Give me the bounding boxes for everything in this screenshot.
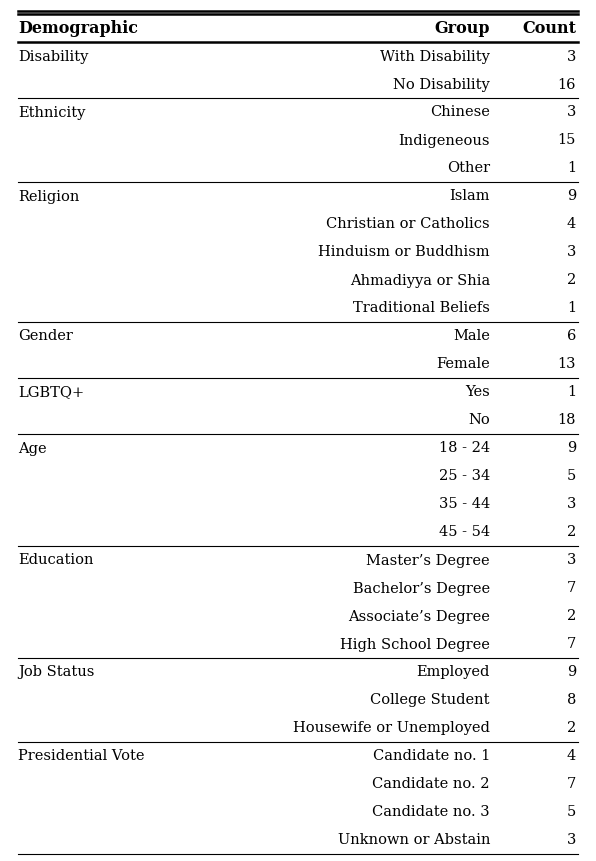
Text: Unknown or Abstain: Unknown or Abstain (337, 833, 490, 846)
Text: High School Degree: High School Degree (340, 637, 490, 651)
Text: 5: 5 (567, 469, 576, 483)
Text: Presidential Vote: Presidential Vote (18, 748, 144, 763)
Text: 4: 4 (567, 217, 576, 232)
Text: 1: 1 (567, 385, 576, 399)
Text: 3: 3 (567, 49, 576, 64)
Text: Demographic: Demographic (18, 20, 138, 37)
Text: Male: Male (453, 329, 490, 343)
Text: 3: 3 (567, 105, 576, 120)
Text: Christian or Catholics: Christian or Catholics (327, 217, 490, 232)
Text: 2: 2 (567, 273, 576, 288)
Text: Master’s Degree: Master’s Degree (367, 553, 490, 567)
Text: Religion: Religion (18, 189, 79, 203)
Text: 18: 18 (557, 413, 576, 427)
Text: With Disability: With Disability (380, 49, 490, 64)
Text: No Disability: No Disability (393, 77, 490, 91)
Text: Islam: Islam (449, 189, 490, 203)
Text: LGBTQ+: LGBTQ+ (18, 385, 84, 399)
Text: No: No (468, 413, 490, 427)
Text: Traditional Beliefs: Traditional Beliefs (353, 301, 490, 315)
Text: 7: 7 (567, 637, 576, 651)
Text: Job Status: Job Status (18, 665, 94, 678)
Text: 3: 3 (567, 553, 576, 567)
Text: 9: 9 (567, 189, 576, 203)
Text: 45 - 54: 45 - 54 (439, 525, 490, 539)
Text: 25 - 34: 25 - 34 (439, 469, 490, 483)
Text: 7: 7 (567, 581, 576, 595)
Text: 2: 2 (567, 609, 576, 623)
Text: Housewife or Unemployed: Housewife or Unemployed (293, 721, 490, 734)
Text: Candidate no. 2: Candidate no. 2 (372, 777, 490, 790)
Text: Group: Group (434, 20, 490, 37)
Text: 8: 8 (567, 693, 576, 707)
Text: Age: Age (18, 441, 46, 455)
Text: 6: 6 (567, 329, 576, 343)
Text: 2: 2 (567, 721, 576, 734)
Text: Count: Count (522, 20, 576, 37)
Text: 3: 3 (567, 245, 576, 259)
Text: Associate’s Degree: Associate’s Degree (348, 609, 490, 623)
Text: Disability: Disability (18, 49, 88, 64)
Text: 2: 2 (567, 525, 576, 539)
Text: 4: 4 (567, 748, 576, 763)
Text: 3: 3 (567, 497, 576, 511)
Text: Other: Other (447, 161, 490, 176)
Text: 35 - 44: 35 - 44 (439, 497, 490, 511)
Text: Indigeneous: Indigeneous (399, 133, 490, 147)
Text: 1: 1 (567, 161, 576, 176)
Text: 13: 13 (557, 357, 576, 371)
Text: Candidate no. 3: Candidate no. 3 (372, 804, 490, 819)
Text: Chinese: Chinese (430, 105, 490, 120)
Text: 9: 9 (567, 665, 576, 678)
Text: 5: 5 (567, 804, 576, 819)
Text: Hinduism or Buddhism: Hinduism or Buddhism (318, 245, 490, 259)
Text: 16: 16 (557, 77, 576, 91)
Text: Candidate no. 1: Candidate no. 1 (372, 748, 490, 763)
Text: Gender: Gender (18, 329, 73, 343)
Text: Bachelor’s Degree: Bachelor’s Degree (353, 581, 490, 595)
Text: Yes: Yes (465, 385, 490, 399)
Text: 1: 1 (567, 301, 576, 315)
Text: Employed: Employed (417, 665, 490, 678)
Text: Female: Female (436, 357, 490, 371)
Text: 15: 15 (558, 133, 576, 147)
Text: 9: 9 (567, 441, 576, 455)
Text: 7: 7 (567, 777, 576, 790)
Text: Ethnicity: Ethnicity (18, 105, 85, 120)
Text: College Student: College Student (371, 693, 490, 707)
Text: Ahmadiyya or Shia: Ahmadiyya or Shia (350, 273, 490, 288)
Text: Education: Education (18, 553, 94, 567)
Text: 3: 3 (567, 833, 576, 846)
Text: 18 - 24: 18 - 24 (439, 441, 490, 455)
